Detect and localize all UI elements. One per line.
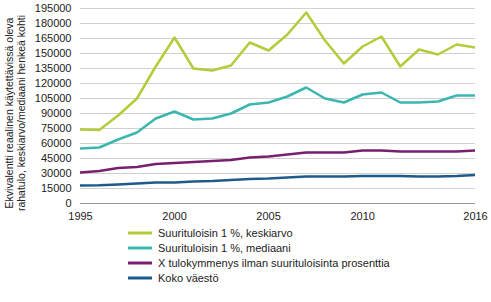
svg-text:15000: 15000 [41, 182, 72, 194]
svg-text:165000: 165000 [35, 32, 72, 44]
svg-text:1995: 1995 [68, 210, 92, 222]
svg-text:195000: 195000 [35, 2, 72, 14]
svg-text:2016: 2016 [463, 210, 487, 222]
svg-text:2000: 2000 [162, 210, 186, 222]
html-text:Suurituloisin 1 %, keskiarvo: Suurituloisin 1 %, keskiarvo [158, 226, 293, 239]
svg-text:135000: 135000 [35, 62, 72, 74]
svg-text:2005: 2005 [256, 210, 280, 222]
html-text:Koko väestö: Koko väestö [158, 271, 219, 284]
svg-text:105000: 105000 [35, 92, 72, 104]
svg-text:180000: 180000 [35, 17, 72, 29]
html-text:Suurituloisin 1 %, mediaani: Suurituloisin 1 %, mediaani [158, 241, 291, 254]
svg-text:30000: 30000 [41, 167, 72, 179]
html-text:Ekvivalentti reaalinen käytett: Ekvivalentti reaalinen käytettävissä ole… [3, 14, 27, 211]
svg-text:0: 0 [65, 197, 71, 209]
svg-text:2010: 2010 [350, 210, 374, 222]
svg-text:150000: 150000 [35, 47, 72, 59]
svg-text:60000: 60000 [41, 137, 72, 149]
html-text:X tulokymmenys ilman suuritulo: X tulokymmenys ilman suurituloisinta pro… [158, 256, 390, 269]
svg-text:120000: 120000 [35, 77, 72, 89]
svg-text:45000: 45000 [41, 152, 72, 164]
svg-text:75000: 75000 [41, 122, 72, 134]
svg-text:90000: 90000 [41, 107, 72, 119]
